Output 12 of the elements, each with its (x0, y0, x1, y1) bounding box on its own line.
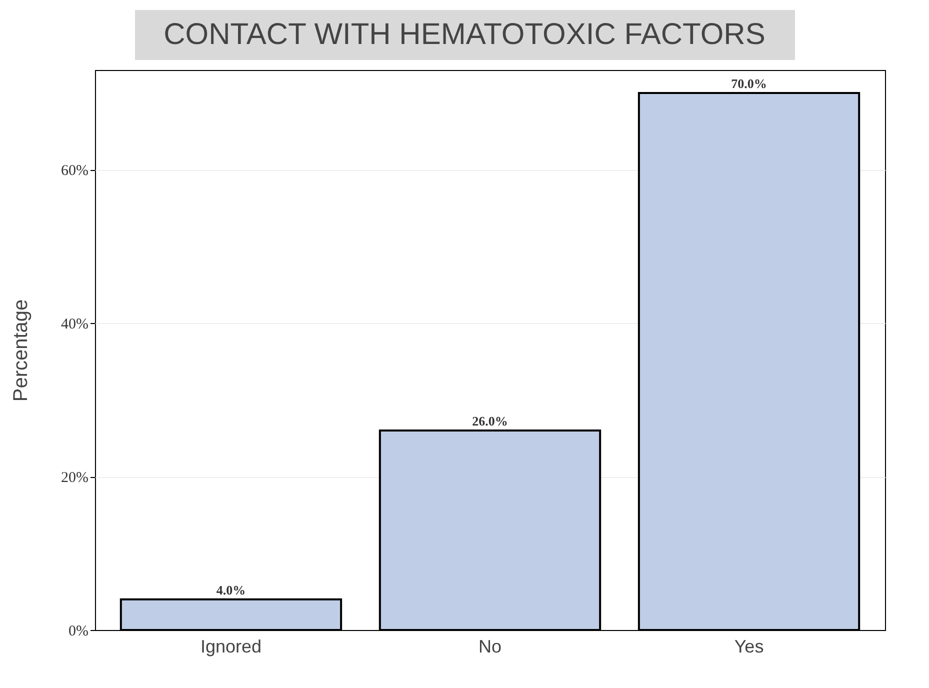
chart-title: CONTACT WITH HEMATOTOXIC FACTORS (134, 10, 794, 60)
y-tick-label: 40% (61, 316, 88, 333)
x-tick-label: No (478, 636, 502, 656)
data-label: 26.0% (472, 414, 508, 429)
y-axis-title: Percentage (10, 299, 32, 402)
y-tick-label: 60% (61, 163, 88, 180)
x-tick-label: Ignored (200, 636, 262, 656)
data-label: 4.0% (216, 582, 246, 598)
data-label: 70.0% (731, 76, 767, 92)
x-tick-label: Yes (734, 636, 764, 656)
y-tick-label: 20% (61, 470, 88, 486)
y-tick-label: 0% (68, 624, 88, 640)
